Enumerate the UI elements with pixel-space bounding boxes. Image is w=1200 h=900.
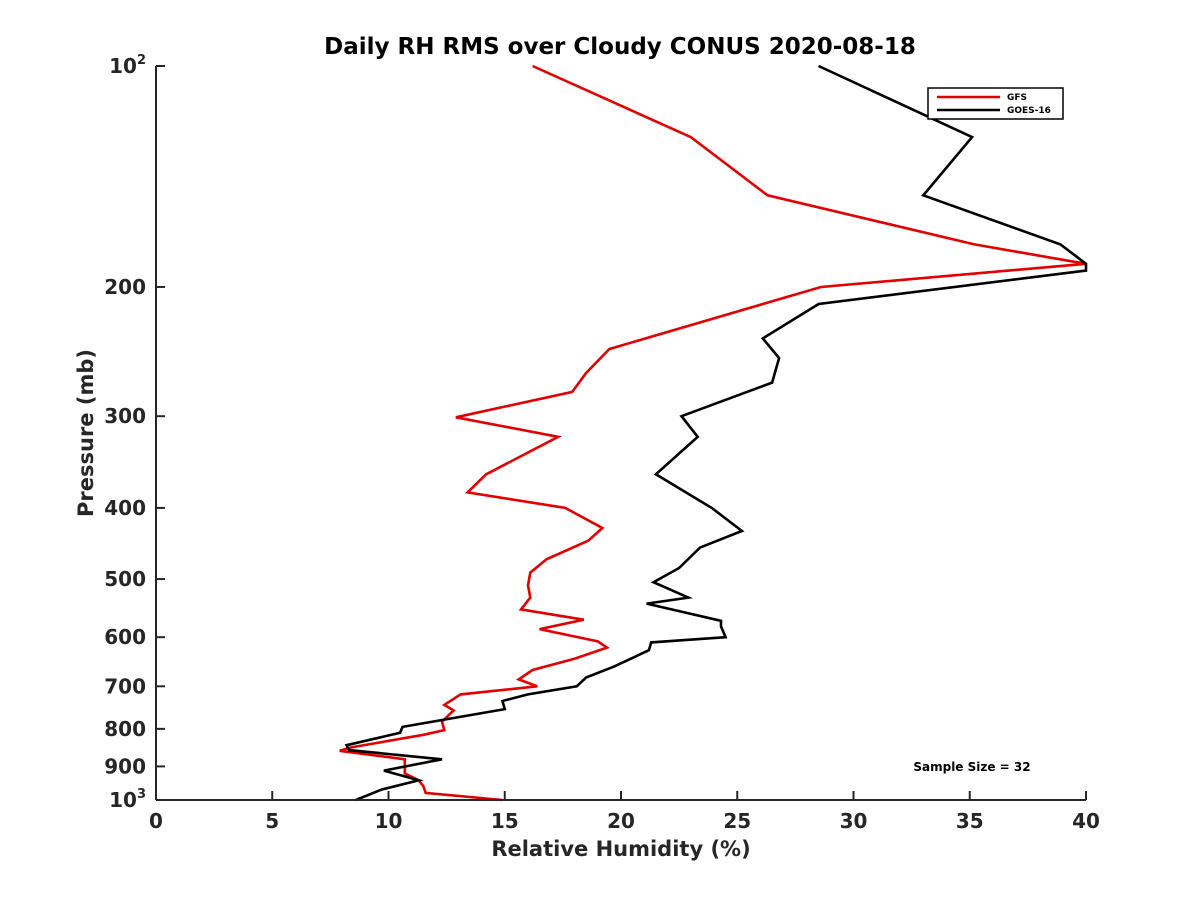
x-tick-label: 0	[149, 809, 163, 833]
y-tick-label: 500	[104, 567, 146, 591]
x-tick-label: 10	[375, 809, 403, 833]
y-tick-label: 700	[104, 674, 146, 698]
x-axis-label: Relative Humidity (%)	[491, 837, 750, 861]
legend: GFS GOES-16	[927, 87, 1064, 120]
y-tick-label: 400	[104, 496, 146, 520]
y-tick-label: 600	[104, 625, 146, 649]
x-tick-label: 25	[723, 809, 751, 833]
series-layer	[339, 64, 1088, 802]
plot-area: 0 5 10 15 20 25 30 35 40 102 200 300 400 500 600 700 80…	[104, 53, 1100, 833]
y-tick-label: 103	[109, 787, 146, 812]
legend-label-goes16: GOES-16	[1007, 106, 1051, 116]
y-tick-label: 300	[104, 404, 146, 428]
sample-size-annotation: Sample Size = 32	[913, 760, 1030, 774]
x-tick-label: 30	[840, 809, 868, 833]
y-tick-label: 102	[109, 53, 146, 78]
series-line-gfs	[339, 64, 1087, 802]
y-ticks: 102 200 300 400 500 600 700 800 900 103	[104, 53, 165, 812]
chart-title: Daily RH RMS over Cloudy CONUS 2020-08-1…	[324, 34, 916, 60]
x-tick-label: 35	[956, 809, 984, 833]
x-tick-label: 5	[265, 809, 279, 833]
y-axis-label: Pressure (mb)	[74, 349, 98, 517]
legend-label-gfs: GFS	[1007, 93, 1027, 103]
x-tick-label: 20	[607, 809, 635, 833]
x-ticks: 0 5 10 15 20 25 30 35 40	[149, 791, 1100, 833]
legend-box	[927, 87, 1064, 120]
x-tick-label: 15	[491, 809, 519, 833]
x-tick-label: 40	[1072, 809, 1100, 833]
y-tick-label: 900	[104, 754, 146, 778]
y-tick-label: 800	[104, 717, 146, 741]
series-line-goes16	[344, 64, 1088, 802]
y-tick-label: 200	[104, 275, 146, 299]
